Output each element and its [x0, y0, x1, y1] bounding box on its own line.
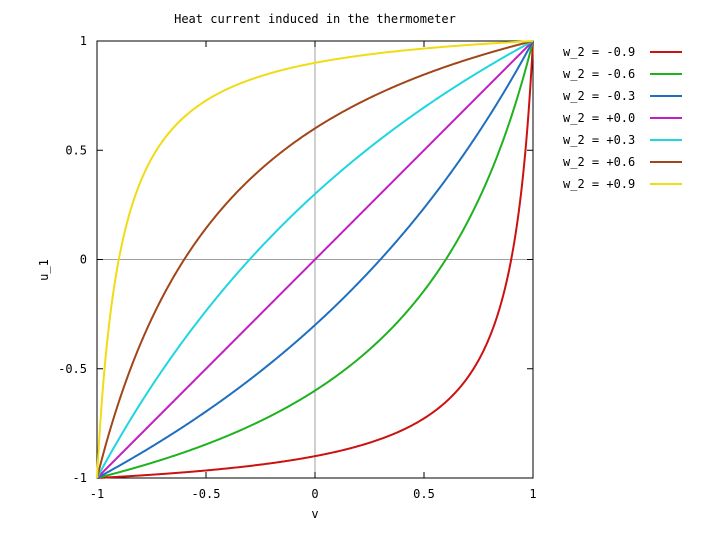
series-line-1 — [96, 40, 534, 479]
series-line-4 — [96, 40, 534, 479]
x-tick-label: -0.5 — [192, 487, 221, 501]
legend-label: w_2 = -0.3 — [563, 89, 635, 103]
legend-label: w_2 = -0.9 — [563, 45, 635, 59]
tick-labels: -1 -0.5 0 0.5 1 -1 -0.5 0 0.5 1 — [58, 34, 537, 501]
y-tick-label: 1 — [80, 34, 87, 48]
x-tick-label: 0 — [311, 487, 318, 501]
series-line-3 — [96, 40, 534, 479]
y-tick-label: -1 — [73, 471, 87, 485]
series-line-5 — [96, 40, 534, 479]
y-axis-label: u_1 — [37, 259, 51, 281]
legend-label: w_2 = +0.3 — [563, 133, 635, 147]
y-tick-label: 0.5 — [65, 143, 87, 157]
series-line-2 — [96, 40, 534, 479]
legend-label: w_2 = -0.6 — [563, 67, 635, 81]
chart-title: Heat current induced in the thermometer — [174, 12, 456, 26]
legend-label: w_2 = +0.6 — [563, 155, 635, 169]
x-tick-label: 0.5 — [413, 487, 435, 501]
x-tick-label: -1 — [90, 487, 104, 501]
series-line-6 — [96, 40, 534, 479]
legend: w_2 = -0.9 w_2 = -0.6 w_2 = -0.3 w_2 = +0.0… — [563, 45, 682, 191]
legend-label: w_2 = +0.0 — [563, 111, 635, 125]
x-tick-label: 1 — [529, 487, 536, 501]
x-axis-label: v — [311, 507, 318, 521]
legend-label: w_2 = +0.9 — [563, 177, 635, 191]
y-tick-label: -0.5 — [58, 362, 87, 376]
y-tick-label: 0 — [80, 253, 87, 267]
series-layer — [96, 40, 534, 479]
series-line-0 — [96, 40, 534, 479]
